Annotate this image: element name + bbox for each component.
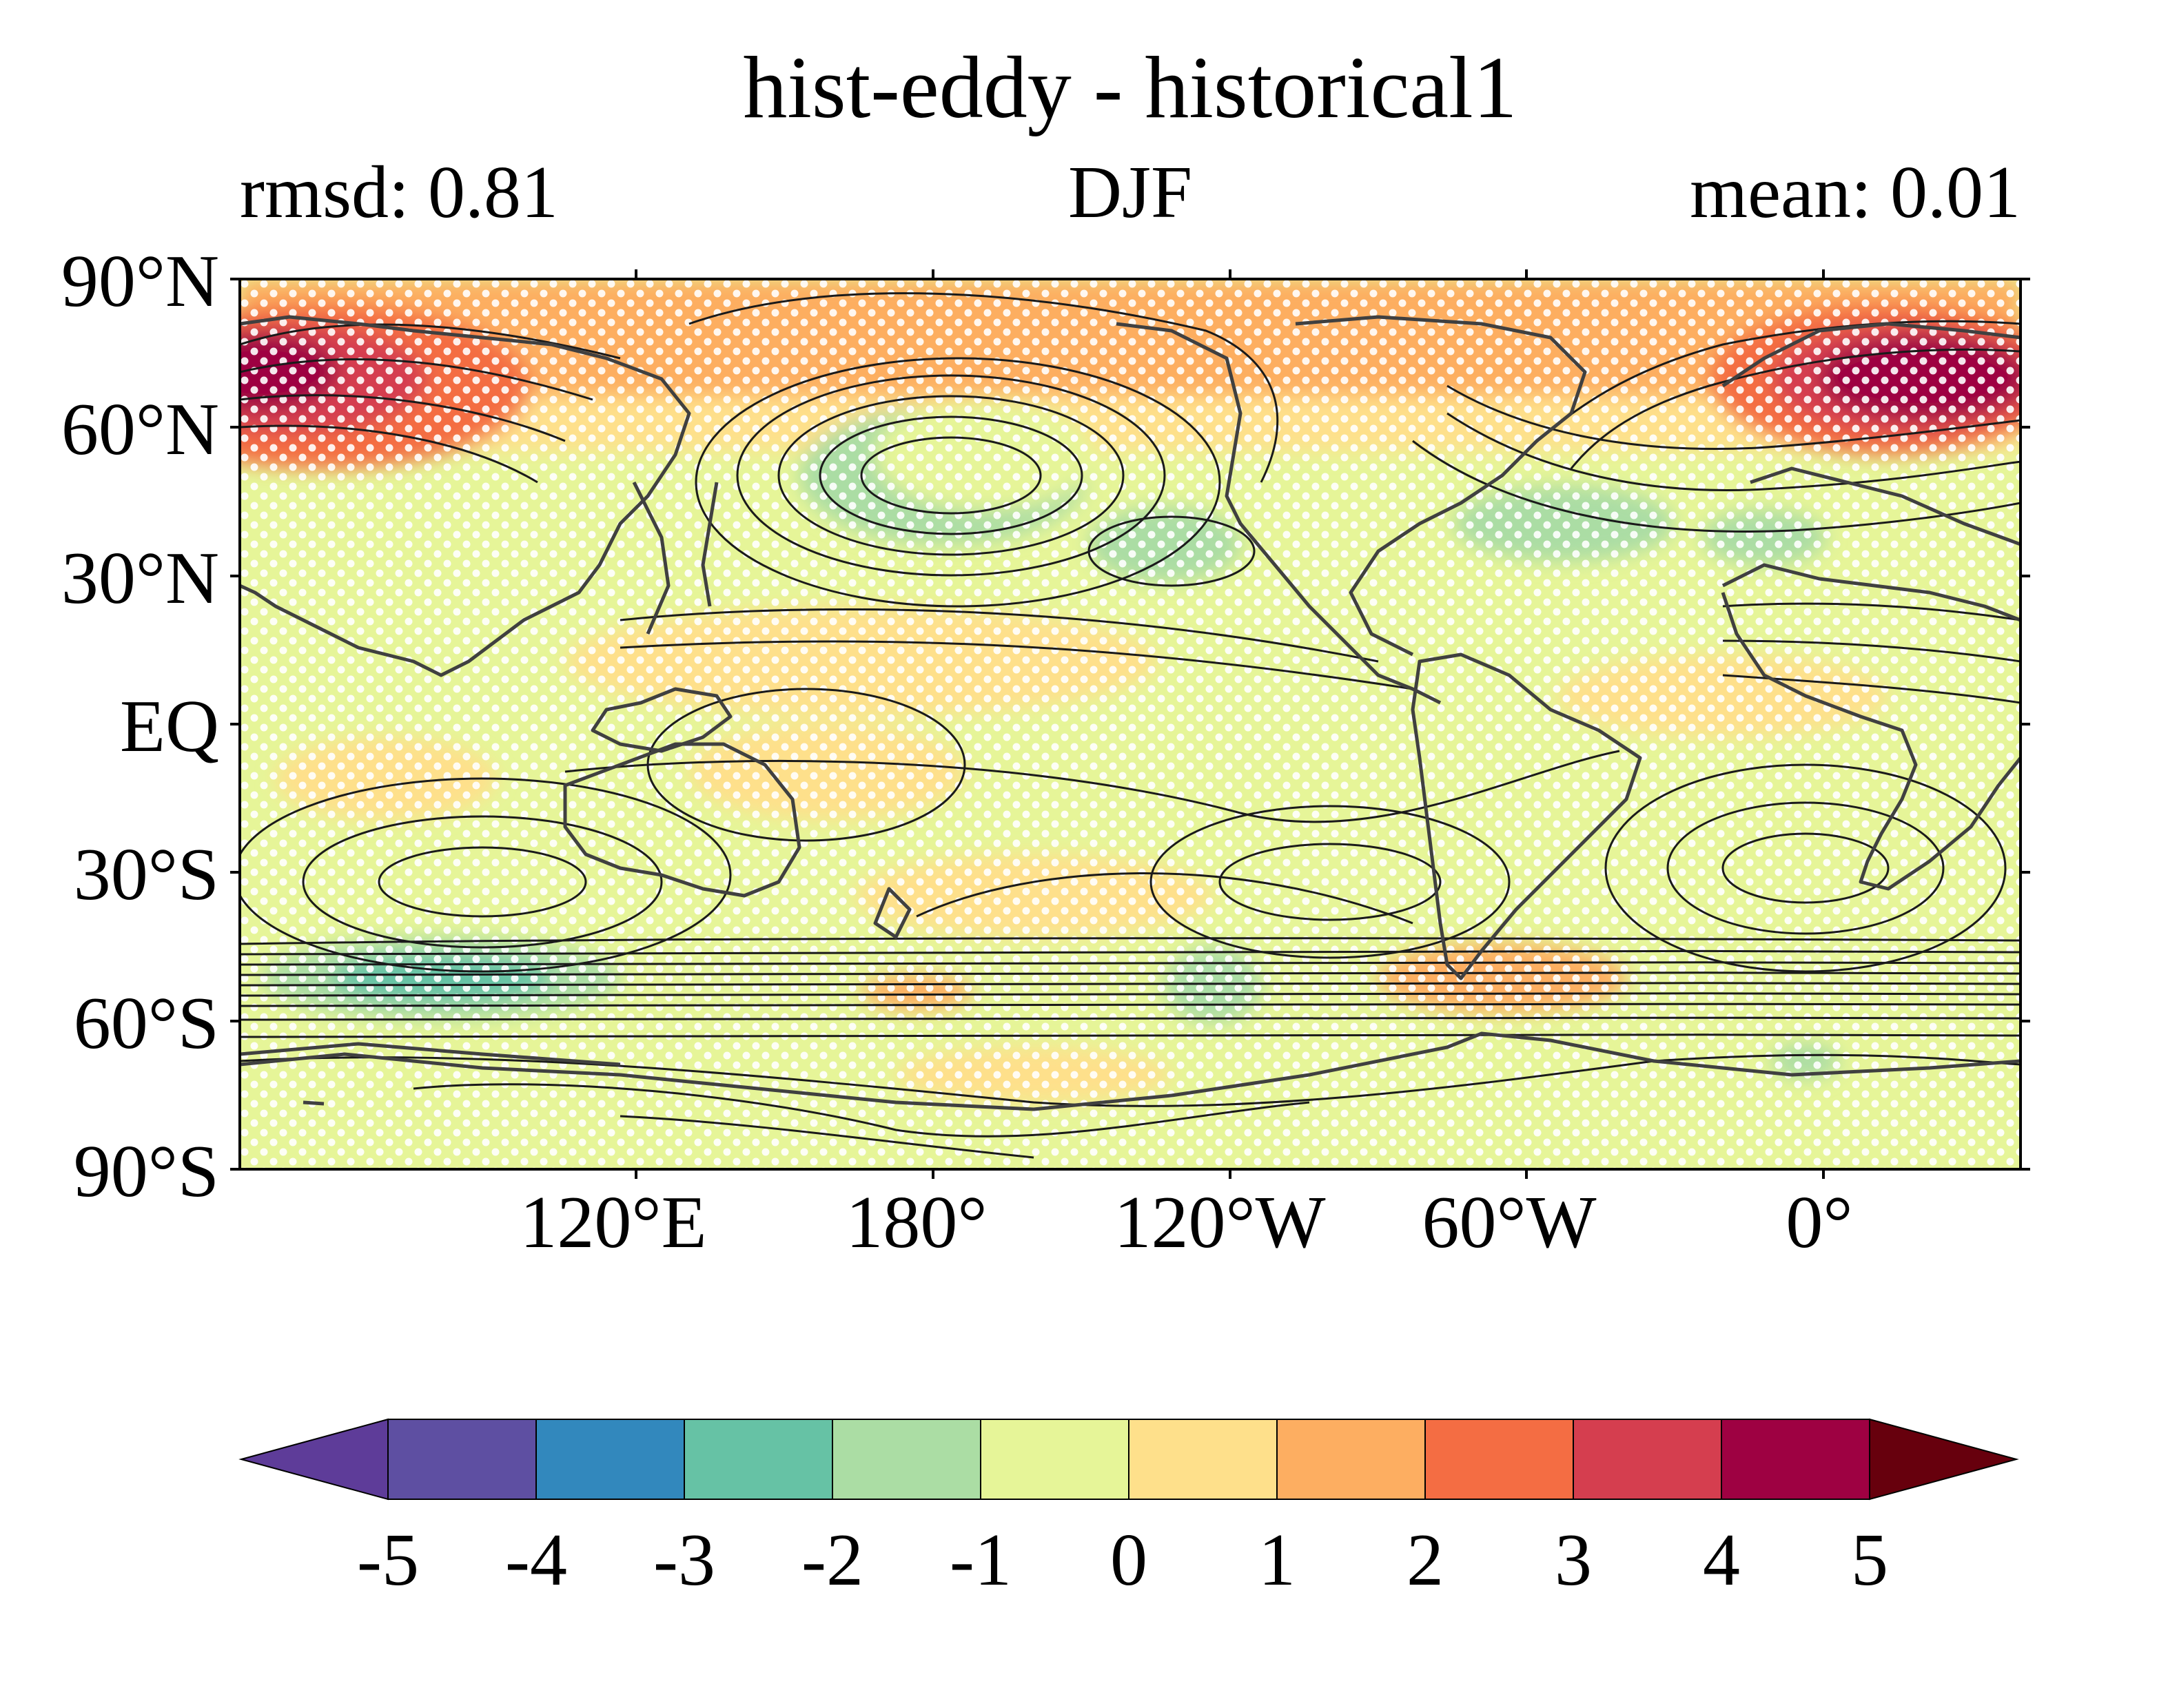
map-panel [240, 279, 2021, 1169]
colorbar-tick-label: 2 [1407, 1519, 1444, 1601]
colorbar-tick-label: -4 [505, 1519, 567, 1601]
colorbar-under-extension [238, 1418, 389, 1501]
season-label: DJF [1068, 152, 1192, 234]
colorbar-segment [1128, 1419, 1278, 1500]
colorbar-tick-label: -5 [357, 1519, 419, 1601]
colorbar-segment [1276, 1419, 1426, 1500]
mean-label: mean: 0.01 [1690, 152, 2021, 234]
lat-label: 60°S [74, 982, 219, 1064]
lat-label: 30°S [74, 834, 219, 916]
colorbar-tick-label: -3 [653, 1519, 715, 1601]
lon-label: 0° [1786, 1182, 1852, 1264]
lon-label: 120°E [520, 1182, 706, 1264]
lat-label: 60°N [61, 389, 219, 471]
lat-label: 30°N [61, 537, 219, 619]
coastlines [240, 315, 2021, 1111]
plot-title: hist-eddy - historical1 [743, 39, 1517, 136]
latitude-labels: 90°N 60°N 30°N EQ 30°S 60°S 90°S [61, 240, 219, 1213]
colorbar-tick-label: -1 [950, 1519, 1012, 1601]
lat-label: 90°N [61, 240, 219, 322]
significance-stipple [240, 279, 2021, 1169]
colorbar-tick-label: 0 [1110, 1519, 1147, 1601]
colorbar-segment [1424, 1419, 1574, 1500]
colorbar: -5 -4 -3 -2 -1 0 1 2 3 4 5 [238, 1418, 2019, 1601]
lat-label: 90°S [74, 1131, 219, 1213]
colorbar-tick-label: -2 [801, 1519, 863, 1601]
colorbar-segment [1573, 1419, 1722, 1500]
colorbar-segment [535, 1419, 685, 1500]
colorbar-segment [832, 1419, 981, 1500]
lon-label: 60°W [1422, 1182, 1596, 1264]
colorbar-tick-label: 4 [1703, 1519, 1740, 1601]
lon-label: 180° [846, 1182, 987, 1264]
lon-label: 120°W [1114, 1182, 1325, 1264]
longitude-labels: 120°E 180° 120°W 60°W 0° [520, 1182, 1852, 1264]
rmsd-label: rmsd: 0.81 [240, 152, 558, 234]
colorbar-segment [684, 1419, 833, 1500]
axis-ticks [230, 269, 2030, 1179]
colorbar-tick-label: 3 [1555, 1519, 1592, 1601]
colorbar-segment [1721, 1419, 1870, 1500]
colorbar-over-extension [1869, 1418, 2019, 1501]
colorbar-segment [387, 1419, 537, 1500]
colorbar-tick-label: 5 [1851, 1519, 1888, 1601]
colorbar-segment [980, 1419, 1129, 1500]
lat-label: EQ [120, 686, 219, 768]
colorbar-tick-label: 1 [1258, 1519, 1296, 1601]
